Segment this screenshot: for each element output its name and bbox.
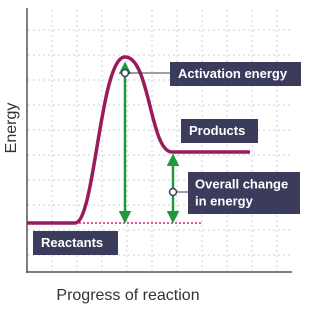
energy-diagram: Activation energy Products Overall chang…	[3, 8, 301, 304]
label-box	[181, 119, 258, 143]
change-label: in energy	[195, 193, 254, 208]
x-axis-label: Progress of reaction	[56, 287, 199, 304]
label-box	[188, 172, 300, 214]
activation-label: Activation energy	[178, 66, 288, 81]
products-label: Products	[189, 123, 245, 138]
label-box	[33, 231, 118, 255]
label-box	[170, 62, 301, 86]
energy-curve	[27, 55, 250, 225]
reactants-label: Reactants	[41, 235, 103, 250]
marker-dot	[120, 68, 130, 78]
change-label: Overall change	[195, 176, 288, 191]
marker-dot	[168, 187, 178, 197]
y-axis-label: Energy	[3, 103, 20, 154]
